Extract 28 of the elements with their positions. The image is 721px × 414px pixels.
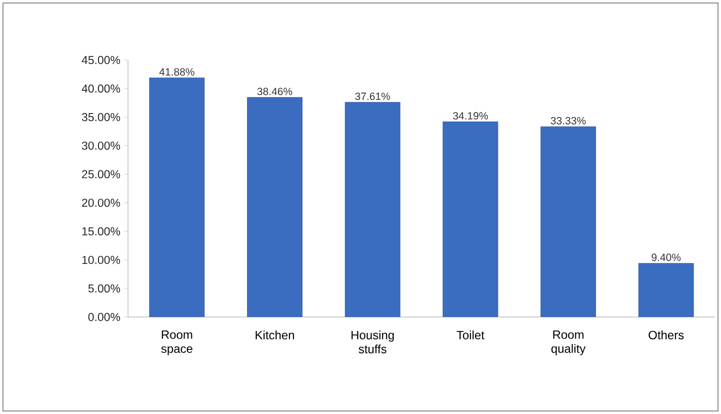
y-tick-label: 30.00% (82, 142, 120, 150)
bar (540, 126, 596, 317)
data-label: 38.46% (257, 88, 292, 96)
bar (247, 97, 302, 317)
x-tick-label: Room space (161, 330, 192, 356)
bar (344, 102, 400, 317)
bar (149, 78, 205, 317)
y-tick-label: 20.00% (82, 198, 120, 207)
y-tick-label: 5.00% (88, 284, 120, 293)
bar (638, 263, 694, 317)
x-tick-label: Housing stuffs (352, 330, 394, 354)
x-tick-label: Toilet (456, 330, 484, 340)
y-tick-label: 15.00% (82, 227, 120, 236)
x-tick-label: Others (648, 330, 684, 340)
data-label: 41.88% (159, 68, 194, 76)
data-label: 34.19% (453, 112, 488, 120)
y-tick-label: 40.00% (82, 84, 120, 93)
x-tick-label: Room quality (551, 330, 586, 356)
y-tick-label: 45.00% (82, 56, 120, 64)
y-tick-label: 25.00% (82, 170, 120, 178)
y-tick-label: 10.00% (82, 256, 120, 264)
data-label: 37.61% (355, 92, 390, 100)
data-label: 9.40% (652, 254, 681, 262)
y-tick-label: 0.00% (88, 312, 120, 322)
data-label: 33.33% (550, 117, 586, 124)
y-tick-label: 35.00% (82, 113, 120, 122)
x-tick-label: Kitchen (256, 330, 294, 340)
bar (442, 122, 498, 317)
